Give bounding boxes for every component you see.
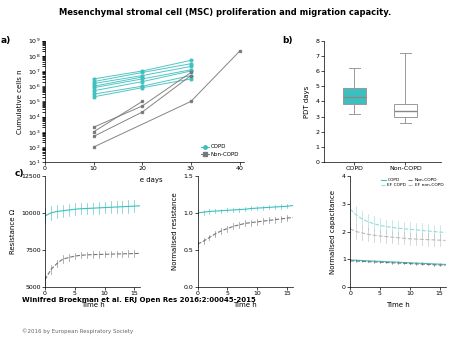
Text: b): b) [283, 36, 293, 45]
Text: Winifred Broekman et al. ERJ Open Res 2016;2:00045-2015: Winifred Broekman et al. ERJ Open Res 20… [22, 297, 256, 304]
Text: ©2016 by European Respiratory Society: ©2016 by European Respiratory Society [22, 328, 134, 334]
Y-axis label: Cumulative cells n: Cumulative cells n [17, 69, 23, 134]
PathPatch shape [394, 104, 417, 117]
X-axis label: Time h: Time h [81, 302, 104, 308]
Legend: COPD, Non-COPD: COPD, Non-COPD [199, 142, 242, 160]
X-axis label: Time h: Time h [386, 302, 410, 308]
Y-axis label: Normalised capacitance: Normalised capacitance [330, 190, 337, 273]
PathPatch shape [343, 88, 366, 104]
X-axis label: Time days: Time days [127, 177, 162, 183]
Legend: COPD, EF COPD, Non-COPD, EF non-COPD: COPD, EF COPD, Non-COPD, EF non-COPD [381, 178, 443, 187]
Y-axis label: Resistance Ω: Resistance Ω [10, 209, 16, 254]
Text: c): c) [14, 169, 24, 178]
X-axis label: Time h: Time h [234, 302, 257, 308]
Text: a): a) [1, 36, 11, 45]
Y-axis label: Normalised resistance: Normalised resistance [172, 193, 178, 270]
Text: Mesenchymal stromal cell (MSC) proliferation and migration capacity.: Mesenchymal stromal cell (MSC) prolifera… [59, 8, 391, 18]
Y-axis label: PDT days: PDT days [304, 85, 310, 118]
